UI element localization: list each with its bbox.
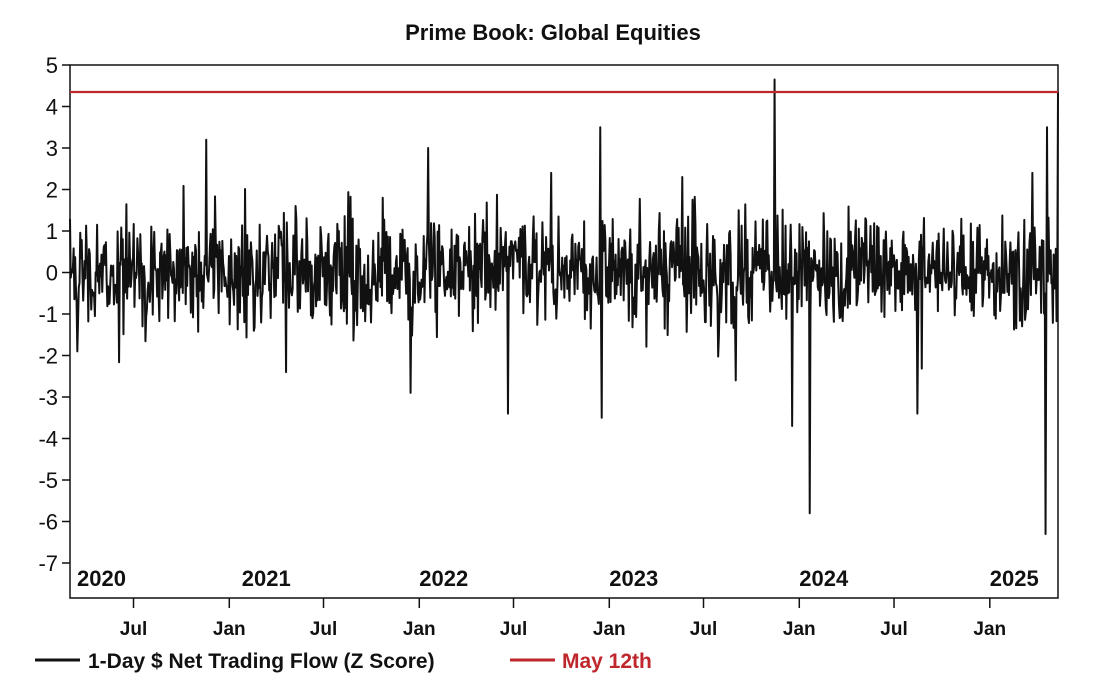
y-tick-label: 2 (46, 178, 58, 203)
y-tick-label: -1 (38, 302, 58, 327)
month-tick-label: Jul (500, 619, 527, 640)
month-tick-label: Jul (880, 619, 907, 640)
y-tick-label: -4 (38, 427, 58, 452)
month-labels: Jul Jan Jul Jan Jul Jan Jul Jan Jul Jan (120, 598, 1006, 640)
legend-label-flow: 1-Day $ Net Trading Flow (Z Score) (88, 650, 435, 673)
flow-series-path (69, 78, 1059, 535)
y-tick-label: -2 (38, 344, 58, 369)
y-tick-label: -5 (38, 468, 58, 493)
chart-title: Prime Book: Global Equities (405, 20, 701, 45)
year-label: 2025 (990, 566, 1039, 591)
year-label: 2021 (242, 566, 291, 591)
y-tick-label: 5 (46, 53, 58, 78)
year-label: 2020 (77, 566, 126, 591)
y-tick-label: 4 (46, 95, 58, 120)
legend-label-may-12th: May 12th (562, 650, 652, 673)
y-tick-label: 1 (46, 219, 58, 244)
month-tick-label: Jul (690, 619, 717, 640)
y-axis: 5 4 3 2 1 0 -1 -2 -3 -4 -5 -6 -7 (38, 53, 70, 576)
month-tick-label: Jan (783, 619, 816, 640)
month-tick-label: Jul (310, 619, 337, 640)
month-tick-label: Jan (973, 619, 1006, 640)
y-tick-label: -3 (38, 385, 58, 410)
month-tick-label: Jul (120, 619, 147, 640)
y-tick-label: -7 (38, 551, 58, 576)
legend: 1-Day $ Net Trading Flow (Z Score) May 1… (35, 650, 652, 673)
month-tick-label: Jan (593, 619, 626, 640)
y-tick-label: -6 (38, 510, 58, 535)
y-tick-label: 3 (46, 136, 58, 161)
plot-frame (69, 64, 1059, 599)
year-labels: 2020 2021 2022 2023 2024 2025 (77, 566, 1039, 591)
y-tick-label: 0 (46, 261, 58, 286)
month-tick-label: Jan (213, 619, 246, 640)
year-label: 2024 (799, 566, 849, 591)
year-label: 2022 (419, 566, 468, 591)
year-label: 2023 (609, 566, 658, 591)
month-tick-label: Jan (403, 619, 436, 640)
flow-series-line (69, 78, 1059, 535)
